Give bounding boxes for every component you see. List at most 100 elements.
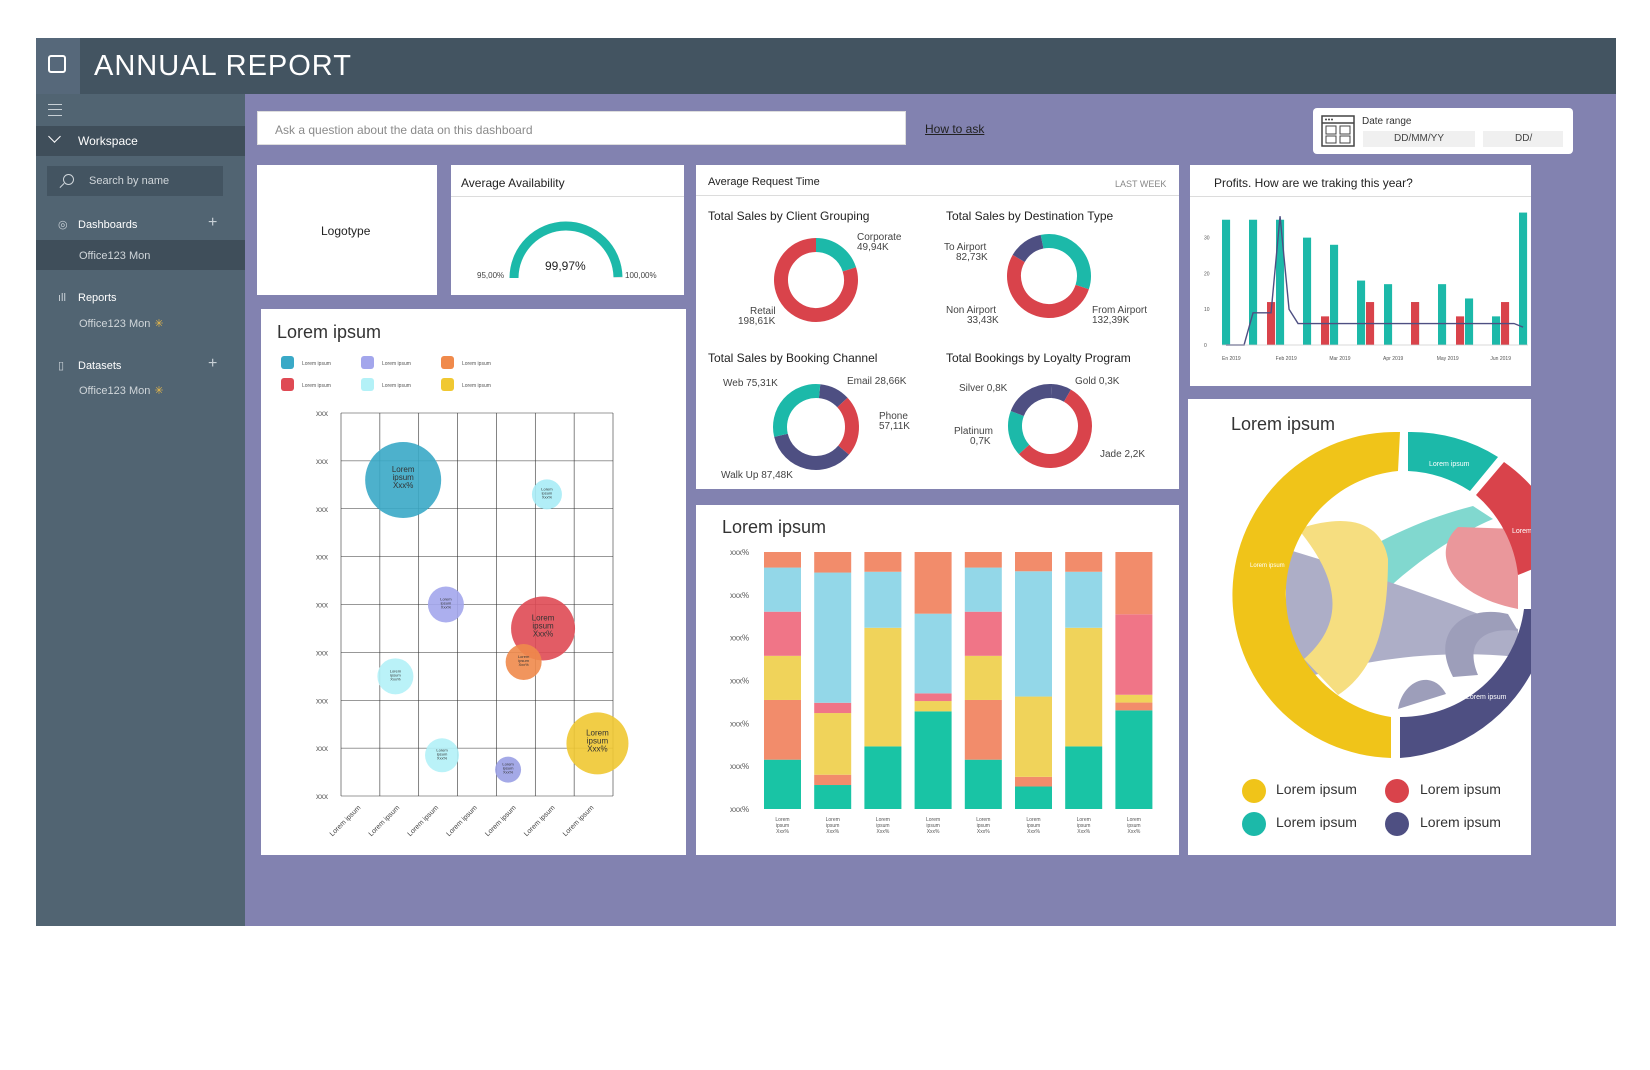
stacked-segment xyxy=(764,552,801,568)
profits-x-tick: Jun 2019 xyxy=(1490,356,1511,362)
phone-label: Phone xyxy=(879,411,908,422)
app-square-icon xyxy=(48,55,66,73)
request-time-card: Average Request Time LAST WEEK Total Sal… xyxy=(696,165,1179,489)
divider xyxy=(696,195,1179,196)
stacked-segment xyxy=(964,655,1002,700)
stacked-segment xyxy=(814,702,852,714)
jade-label: Jade 2,2K xyxy=(1100,449,1146,460)
date-from-field[interactable]: DD/MM/YY xyxy=(1363,131,1475,147)
nav-dashboards[interactable]: ◎ Dashboards xyxy=(58,218,137,231)
stacked-x-tick: Lorem xyxy=(926,817,940,823)
nav-reports[interactable]: ıll Reports xyxy=(58,292,117,304)
profits-bar xyxy=(1465,298,1474,345)
sidebar-item-dataset[interactable]: Office123 Mon ✳ xyxy=(79,384,164,397)
stacked-x-tick: Xxx% xyxy=(1027,829,1040,835)
bubble xyxy=(425,738,460,773)
bubble-x-tick: Lorem ipsum xyxy=(562,804,596,838)
nav-reports-label: Reports xyxy=(78,292,117,304)
sidebar-search-input[interactable]: Search by name xyxy=(47,166,223,196)
stacked-card: Lorem ipsum xxx% xxx% xxx% xxx% xxx% xxx% xxx%… xyxy=(696,505,1179,855)
profits-x-tick: Feb 2019 xyxy=(1276,356,1297,362)
star-icon: ✳ xyxy=(154,318,164,330)
chord-arc-yellow xyxy=(1232,431,1400,758)
workspace-toggle[interactable]: Workspace xyxy=(36,126,245,156)
stacked-x-tick: ipsum xyxy=(776,823,789,829)
stacked-x-tick: Xxx% xyxy=(977,829,990,835)
stacked-y-tick: xxx% xyxy=(730,677,749,686)
app-title: ANNUAL REPORT xyxy=(94,50,352,82)
dataset-item-label: Office123 Mon xyxy=(79,385,151,397)
divider xyxy=(1190,196,1531,197)
bubble xyxy=(505,643,542,680)
nav-datasets[interactable]: ▯ Datasets xyxy=(58,359,121,372)
sidebar-item-report[interactable]: Office123 Mon ✳ xyxy=(79,317,164,330)
date-to-field[interactable]: DD/ xyxy=(1483,131,1563,147)
donut-segment xyxy=(773,384,821,437)
from-airport-label: From Airport xyxy=(1092,305,1148,316)
sidebar-item-dashboard[interactable]: Office123 Mon xyxy=(79,250,150,262)
app-menu-button[interactable] xyxy=(36,38,80,94)
sidebar-item-selected-bg xyxy=(36,240,245,270)
stacked-segment xyxy=(1015,696,1052,777)
dashboard-item-label: Office123 Mon xyxy=(79,250,151,262)
how-to-ask-link[interactable]: How to ask xyxy=(925,122,985,136)
stacked-segment xyxy=(964,567,1002,612)
chord-arc-teal xyxy=(1408,431,1498,491)
stacked-segment xyxy=(1115,614,1153,695)
bubble-label: Lorem ipsum Xxx% xyxy=(502,762,514,775)
donut-segment xyxy=(1018,389,1092,468)
dashboard-icon: ◎ xyxy=(58,219,68,231)
chord-ribbon xyxy=(1398,679,1446,709)
stacked-segment xyxy=(914,701,952,712)
profits-bar xyxy=(1438,284,1447,345)
bubble-label: Lorem ipsum Xxx% xyxy=(532,613,555,638)
search-icon xyxy=(63,174,74,185)
profits-bar xyxy=(1456,316,1465,345)
stacked-segment xyxy=(964,699,1002,760)
stacked-segment xyxy=(864,746,902,809)
hamburger-menu-icon[interactable] xyxy=(48,104,62,116)
donut-segment xyxy=(818,384,848,408)
bubble-label: Lorem ipsum Xxx% xyxy=(541,486,553,499)
qa-input[interactable]: Ask a question about the data on this da… xyxy=(257,111,906,145)
stacked-segment xyxy=(914,613,952,694)
donut-segment xyxy=(1007,254,1089,318)
chord-card: Lorem ipsum Lorem ipsum Lorem ipsum Lore… xyxy=(1188,399,1531,855)
silver-label: Silver 0,8K xyxy=(959,383,1008,394)
request-time-title: Average Request Time xyxy=(708,176,820,188)
chord-arc-label: Lorem ipsum xyxy=(1250,563,1285,569)
chord-legend-label: Lorem ipsum xyxy=(1276,814,1357,830)
stacked-x-tick: Lorem xyxy=(976,817,990,823)
profits-card: Profits. How are we traking this year? 0… xyxy=(1190,165,1531,386)
date-range-picker[interactable]: Date range DD/MM/YY DD/ xyxy=(1313,108,1573,154)
search-placeholder: Search by name xyxy=(89,175,170,187)
stacked-segment xyxy=(1015,776,1052,787)
bubble-legend-swatch xyxy=(441,378,454,391)
stacked-segment xyxy=(1065,746,1103,809)
destination-type-donut xyxy=(1007,234,1091,318)
stacked-x-tick: Lorem xyxy=(826,817,840,823)
stacked-segment xyxy=(914,711,952,809)
bar-chart-icon: ıll xyxy=(58,292,66,304)
bubble-x-tick: Lorem ipsum xyxy=(407,804,441,838)
chord-arc-navy xyxy=(1400,609,1531,758)
stacked-segment xyxy=(1115,552,1153,615)
bubble xyxy=(566,712,629,775)
stacked-segment xyxy=(1015,571,1052,697)
bubble-title: Lorem ipsum xyxy=(277,322,382,342)
divider xyxy=(451,196,684,197)
donut-segment xyxy=(815,238,857,272)
to-airport-value: 82,73K xyxy=(956,252,988,263)
web-label: Web 75,31K xyxy=(723,378,778,389)
availability-title: Average Availability xyxy=(461,176,565,190)
bubble-legend-label: Lorem ipsum xyxy=(462,383,491,389)
add-dataset-icon[interactable]: + xyxy=(208,355,218,372)
booking-channel-title: Total Sales by Booking Channel xyxy=(708,351,878,365)
add-dashboard-icon[interactable]: + xyxy=(208,214,218,231)
profits-bar xyxy=(1276,219,1285,345)
profits-bar xyxy=(1222,219,1231,345)
profits-y-tick: 0 xyxy=(1204,343,1207,349)
chord-arc-label: Lorem ipsum xyxy=(1429,461,1470,468)
bubble xyxy=(427,586,464,623)
